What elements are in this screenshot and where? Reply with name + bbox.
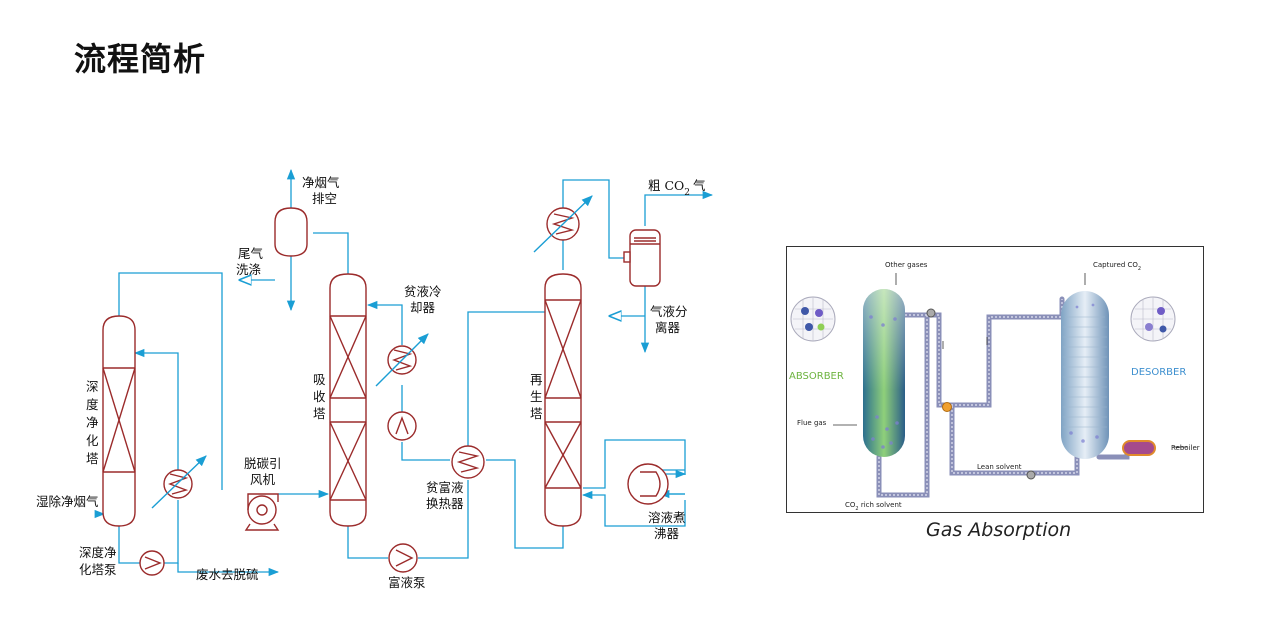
label-tail-gas-2: 洗涤 bbox=[236, 262, 261, 277]
label-regen-3: 塔 bbox=[530, 406, 543, 421]
gas-absorption-illustration: Other gases Captured CO2 ABSORBER DESORB… bbox=[786, 246, 1204, 513]
label-reboiler-1: 溶液煮 bbox=[648, 510, 686, 525]
figure-caption: Gas Absorption bbox=[926, 519, 1072, 541]
label-separator-2: 离器 bbox=[655, 320, 681, 335]
process-flow-diagram: 净烟气 排空 尾气 洗涤 粗 CO2 气 贫液冷 却器 气液分 离器 深 度 净 … bbox=[36, 168, 714, 590]
label-other-gases: Other gases bbox=[885, 261, 928, 269]
label-regen-2: 生 bbox=[530, 389, 543, 404]
label-desorber: DESORBER bbox=[1131, 367, 1186, 378]
label-wet-flue-gas: 湿除净烟气 bbox=[36, 494, 99, 509]
label-deep-tower-1: 深 bbox=[86, 379, 99, 394]
slide-title: 流程简析 bbox=[74, 40, 207, 78]
label-fan-1: 脱碳引 bbox=[244, 456, 282, 471]
label-deep-pump-2: 化塔泵 bbox=[79, 562, 117, 577]
label-deep-pump-1: 深度净 bbox=[79, 545, 117, 560]
label-rich-solvent: CO2 rich solvent bbox=[845, 501, 902, 512]
label-wastewater: 废水去脱硫 bbox=[196, 567, 259, 582]
label-lean-solvent: Lean solvent bbox=[977, 463, 1022, 471]
label-absorber-1: 吸 bbox=[313, 372, 326, 387]
label-lean-cooler-2: 却器 bbox=[410, 300, 436, 315]
regenerator-tower bbox=[544, 273, 582, 527]
label-deep-tower-4: 化 bbox=[86, 433, 99, 448]
desorber-column bbox=[1061, 291, 1109, 459]
absorption-figure-svg: Other gases Captured CO2 ABSORBER DESORB… bbox=[789, 261, 1200, 512]
label-separator-1: 气液分 bbox=[650, 304, 688, 319]
decarb-fan bbox=[244, 493, 280, 531]
tail-gas-scrubber bbox=[274, 207, 308, 257]
label-captured-co2: Captured CO2 bbox=[1093, 261, 1141, 272]
label-clean-gas-1: 净烟气 bbox=[302, 175, 340, 190]
label-deep-tower-2: 度 bbox=[86, 397, 99, 412]
label-reboiler: Reboiler bbox=[1171, 444, 1200, 452]
label-absorber-3: 塔 bbox=[313, 406, 326, 421]
label-deep-tower-5: 塔 bbox=[86, 451, 99, 466]
process-pipes bbox=[94, 168, 714, 577]
reboiler-unit bbox=[1122, 440, 1156, 456]
label-lean-cooler-1: 贫液冷 bbox=[404, 284, 442, 299]
lean-cooler bbox=[375, 333, 429, 387]
label-tail-gas-1: 尾气 bbox=[238, 246, 264, 261]
label-rich-pump: 富液泵 bbox=[388, 575, 426, 590]
reboiler bbox=[627, 463, 669, 505]
label-crude-co2: 粗 CO2 气 bbox=[648, 178, 706, 198]
desorber-molecule-inset bbox=[1130, 296, 1176, 342]
vessels bbox=[102, 207, 669, 576]
label-deep-tower-3: 净 bbox=[86, 415, 99, 430]
absorber-molecule-inset bbox=[790, 296, 836, 342]
label-absorber-2: 收 bbox=[313, 389, 326, 404]
label-hx-2: 换热器 bbox=[426, 496, 464, 511]
label-absorber: ABSORBER bbox=[789, 371, 844, 382]
absorber-column bbox=[863, 289, 905, 457]
label-flue-gas: Flue gas bbox=[797, 419, 827, 427]
label-hx-1: 贫富液 bbox=[426, 480, 464, 495]
rich-solution-pump bbox=[388, 543, 418, 573]
heat-exchangers bbox=[151, 195, 593, 509]
lean-rich-heat-exchanger bbox=[451, 445, 485, 479]
label-regen-1: 再 bbox=[530, 372, 543, 387]
regenerator-condenser bbox=[533, 195, 593, 253]
lean-pump bbox=[387, 411, 417, 441]
deep-tower-cooler bbox=[151, 455, 207, 509]
label-fan-2: 风机 bbox=[250, 472, 276, 487]
label-clean-gas-2: 排空 bbox=[312, 191, 337, 206]
label-reboiler-2: 沸器 bbox=[654, 526, 680, 541]
